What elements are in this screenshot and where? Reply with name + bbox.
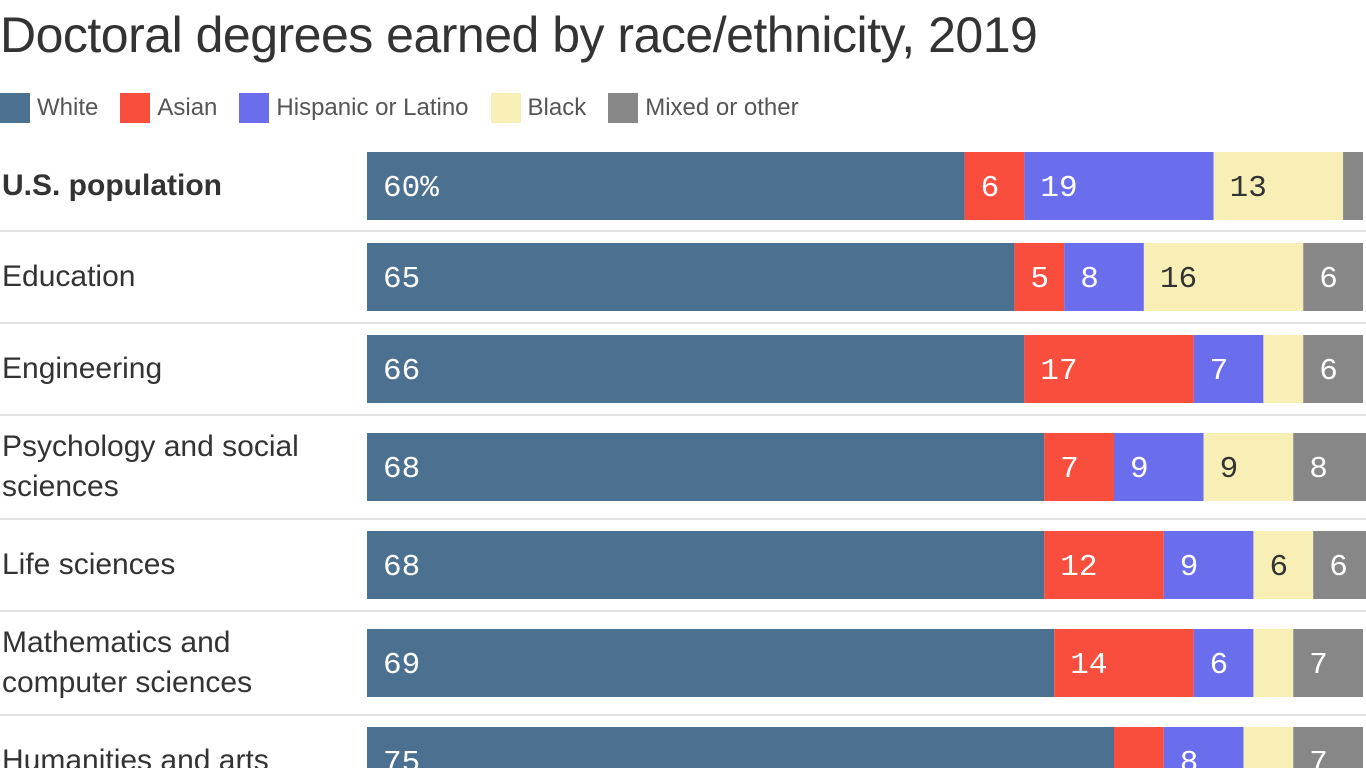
bar-segment xyxy=(1213,152,1344,220)
legend-swatch xyxy=(120,93,151,123)
value-label: 14 xyxy=(1070,648,1107,683)
value-label: 12 xyxy=(1060,550,1097,585)
value-label: 6 xyxy=(1329,550,1348,585)
bar-segment xyxy=(964,152,1025,220)
value-label: 7 xyxy=(1309,746,1328,768)
bar-segment xyxy=(367,629,1055,697)
bar-segment xyxy=(1313,531,1366,599)
bar-segment xyxy=(1303,335,1363,403)
legend-label: White xyxy=(37,94,99,121)
value-label: 5 xyxy=(1030,262,1049,297)
bar-segment xyxy=(1343,152,1363,220)
bar-segment xyxy=(1014,243,1065,311)
value-label: 9 xyxy=(1130,452,1149,487)
bar-segment xyxy=(1114,727,1164,768)
category-label: Education xyxy=(2,260,136,293)
category-label: Humanities and arts xyxy=(2,744,269,768)
bar-segment xyxy=(367,531,1045,599)
legend: White Asian Hispanic or Latino Black Mixed o… xyxy=(0,93,821,123)
value-label: 6 xyxy=(1319,354,1338,389)
bar-segment xyxy=(367,243,1015,311)
category-label: U.S. population xyxy=(2,169,222,202)
value-label: 65 xyxy=(383,262,420,297)
legend-swatch xyxy=(608,93,639,123)
bar-segment xyxy=(1044,531,1164,599)
category-label: Mathematics and computer sciences xyxy=(2,626,253,699)
value-label: 69 xyxy=(383,648,420,683)
legend-item: Asian xyxy=(120,93,217,123)
bar-segment xyxy=(1163,531,1254,599)
legend-swatch xyxy=(490,93,521,123)
bar-segment xyxy=(1193,629,1254,697)
bar-segment xyxy=(1163,727,1244,768)
legend-label: Hispanic or Latino xyxy=(276,94,469,121)
value-label: 8 xyxy=(1180,746,1199,768)
value-label: 8 xyxy=(1309,452,1328,487)
value-label: 9 xyxy=(1180,550,1199,585)
bar-segment xyxy=(1054,629,1194,697)
value-label: 13 xyxy=(1230,171,1267,206)
bar-segment xyxy=(1293,629,1363,697)
value-label: 7 xyxy=(1060,452,1079,487)
bar-segment xyxy=(1114,433,1204,501)
value-label: 6 xyxy=(1269,550,1288,585)
value-label: 6 xyxy=(1210,648,1229,683)
value-label: 6 xyxy=(1319,262,1338,297)
legend-swatch xyxy=(239,93,270,123)
bar-segment xyxy=(367,335,1025,403)
value-label: 16 xyxy=(1160,262,1197,297)
category-label: Engineering xyxy=(2,352,163,385)
chart-title: Doctoral degrees earned by race/ethnicit… xyxy=(0,7,1038,63)
value-label: 7 xyxy=(1309,648,1328,683)
bar-segment xyxy=(1024,335,1194,403)
legend-item: Mixed or other xyxy=(608,93,799,123)
bar-segment xyxy=(1044,433,1114,501)
bar-segment xyxy=(1303,243,1363,311)
bar-segment xyxy=(1293,433,1366,501)
value-label: 6 xyxy=(981,171,1000,206)
bar-segment xyxy=(1243,727,1294,768)
value-label: 68 xyxy=(383,452,420,487)
value-label: 17 xyxy=(1040,354,1077,389)
bar-segment xyxy=(1193,335,1264,403)
value-label: 19 xyxy=(1040,171,1077,206)
bar-segment xyxy=(1024,152,1214,220)
value-label: 7 xyxy=(1210,354,1229,389)
legend-item: Black xyxy=(490,93,587,123)
legend-item: White xyxy=(0,93,98,123)
bar-segment xyxy=(367,152,965,220)
value-label: 68 xyxy=(383,550,420,585)
bar-segment xyxy=(367,433,1045,501)
bar-segment xyxy=(1293,727,1363,768)
bar-segment xyxy=(367,727,1114,768)
value-label: 66 xyxy=(383,354,420,389)
value-label: 60% xyxy=(383,171,439,206)
bar-segment xyxy=(1263,335,1304,403)
category-label: Life sciences xyxy=(2,548,176,581)
legend-item: Hispanic or Latino xyxy=(239,93,469,123)
bar-segment xyxy=(1253,629,1294,697)
legend-swatch xyxy=(0,93,30,123)
bar-segment xyxy=(1203,433,1294,501)
value-label: 8 xyxy=(1080,262,1099,297)
value-label: 9 xyxy=(1220,452,1239,487)
legend-label: Asian xyxy=(157,94,218,121)
value-label: 75 xyxy=(383,746,420,768)
legend-label: Black xyxy=(527,94,587,121)
category-label: Psychology and social sciences xyxy=(2,430,299,503)
bar-segment xyxy=(1143,243,1304,311)
legend-label: Mixed or other xyxy=(645,94,799,121)
bar-segment xyxy=(1064,243,1144,311)
bar-segment xyxy=(1253,531,1314,599)
